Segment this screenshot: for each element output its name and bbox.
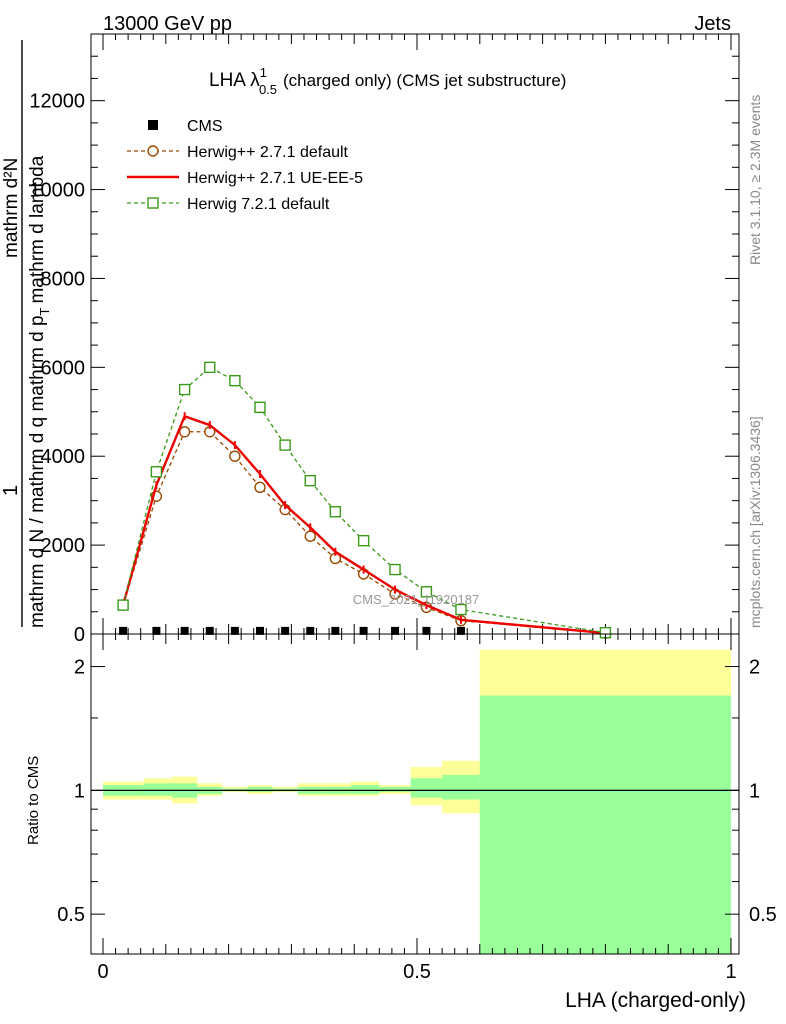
cms-data-point — [180, 626, 189, 635]
watermark: CMS_2021_I1920187 — [353, 592, 480, 607]
cms-data-point — [456, 626, 465, 635]
title-rest: (charged only) (CMS jet substructure) — [283, 71, 566, 90]
x-tick-label: 0 — [97, 961, 108, 983]
main-ytick-label: 0 — [74, 624, 85, 646]
main-ytick-label: 2000 — [41, 535, 86, 557]
title-main: LHA λ — [209, 70, 260, 91]
cms-data-point — [256, 626, 264, 635]
herwig7-point — [117, 599, 129, 611]
herwig7-point — [254, 401, 266, 414]
ratio-y-label: Ratio to CMS — [25, 756, 42, 845]
cms-data-point — [422, 626, 431, 635]
main-series — [117, 361, 612, 639]
legend-label: Herwig 7.2.1 default — [187, 196, 330, 213]
legend-label: CMS — [187, 118, 223, 135]
ylabel-denominator: mathrm d N / mathrm d q mathrm d pTmathr… — [27, 155, 52, 628]
ratio-ytick-label-left: 0.5 — [57, 904, 85, 926]
main-y-axis: 0 2000 4000 6000 8000 10000 12000 — [29, 55, 739, 646]
legend-square-marker — [147, 197, 159, 209]
ratio-bands — [103, 649, 731, 954]
ylabel-part-t: T — [37, 307, 52, 315]
x-tick-label: 1 — [725, 961, 736, 983]
series-line-2 — [121, 414, 606, 635]
cms-data-point — [205, 626, 214, 635]
cms-data-point — [281, 626, 290, 635]
ratio-plot: 0.5 0.5 1 1 2 2 0 0.5 1 — [57, 633, 777, 983]
herwig-default-point — [229, 450, 241, 462]
ratio-plot-frame — [90, 633, 740, 955]
ratio-band-green — [247, 786, 273, 793]
cms-data-point — [331, 626, 340, 635]
herwig7-point — [178, 383, 191, 396]
herwig7-point — [279, 439, 291, 451]
ratio-band-green — [351, 785, 380, 794]
series-0 — [119, 626, 610, 636]
ratio-axes: 0.5 0.5 1 1 2 2 0 0.5 1 — [57, 634, 777, 983]
herwig7-point — [420, 586, 433, 598]
mcplots-label: mcplots.cern.ch [arXiv:1306.3436] — [747, 416, 763, 628]
ratio-ytick-label-left: 1 — [74, 780, 85, 802]
cms-data-point — [359, 626, 368, 635]
herwig-default-point — [178, 426, 191, 438]
header-right: Jets — [694, 13, 731, 35]
ratio-ytick-label-left: 2 — [74, 657, 85, 679]
cms-data-point — [230, 626, 239, 635]
ratio-band-green — [479, 695, 731, 954]
herwig-default-point — [304, 530, 316, 542]
ylabel-part-dlambda: mathrm d lambda — [27, 155, 48, 303]
herwig7-point — [229, 374, 241, 387]
cms-data-point — [306, 626, 315, 635]
ratio-band-green — [442, 774, 480, 800]
ylabel-d2n: mathrm d²N — [1, 158, 22, 258]
main-ytick-label: 4000 — [41, 446, 86, 468]
main-plot: 0 2000 4000 6000 8000 10000 12000 — [29, 33, 740, 646]
ratio-band-green — [379, 786, 411, 793]
title-sub: 0.5 — [259, 82, 277, 97]
ratio-band-green — [410, 778, 443, 798]
legend-circle-marker — [147, 145, 159, 157]
ylabel-numerator-one: 1 — [0, 485, 22, 496]
main-ytick-label: 12000 — [29, 91, 85, 113]
legend-label: Herwig++ 2.7.1 default — [187, 144, 349, 161]
legend: CMS Herwig++ 2.7.1 default Herwig++ 2.7.1 … — [127, 118, 363, 213]
herwig7-point — [329, 506, 342, 518]
x-tick-label: 0.5 — [403, 961, 431, 983]
ratio-ytick-label-right: 1 — [749, 780, 760, 802]
cms-data-point — [391, 626, 400, 635]
ratio-ytick-label-right: 0.5 — [749, 904, 777, 926]
chart-title: LHA λ1 0.5 (charged only) (CMS jet substru… — [209, 65, 566, 97]
herwig-default-point — [254, 481, 266, 494]
herwig7-point — [389, 563, 401, 576]
main-ytick-label: 6000 — [41, 357, 86, 379]
herwig7-point — [455, 603, 467, 616]
ratio-band-green — [143, 783, 173, 796]
main-ytick-label: 10000 — [29, 180, 85, 202]
x-axis-label: LHA (charged-only) — [565, 989, 746, 1012]
legend-label: Herwig++ 2.7.1 UE-EE-5 — [187, 170, 363, 187]
herwig7-point — [150, 466, 163, 478]
ratio-ytick-label-right: 2 — [749, 657, 760, 679]
herwig7-point — [204, 361, 216, 374]
cms-data-point — [119, 626, 128, 635]
herwig7-point — [357, 534, 370, 547]
header-left: 13000 GeV pp — [103, 13, 232, 35]
rivet-label: Rivet 3.1.10, ≥ 2.3M events — [747, 95, 763, 265]
series-3 — [117, 361, 612, 639]
ylabel-part-dn: mathrm d N / mathrm d q mathrm d p — [27, 315, 48, 628]
cms-data-point — [152, 626, 161, 635]
legend-cms-marker — [148, 120, 158, 130]
herwig7-point — [304, 474, 316, 487]
main-ytick-label: 8000 — [41, 268, 86, 290]
main-y-label: 1 mathrm d N / mathrm d q mathrm d pTmat… — [0, 40, 52, 628]
title-sup: 1 — [260, 65, 267, 80]
